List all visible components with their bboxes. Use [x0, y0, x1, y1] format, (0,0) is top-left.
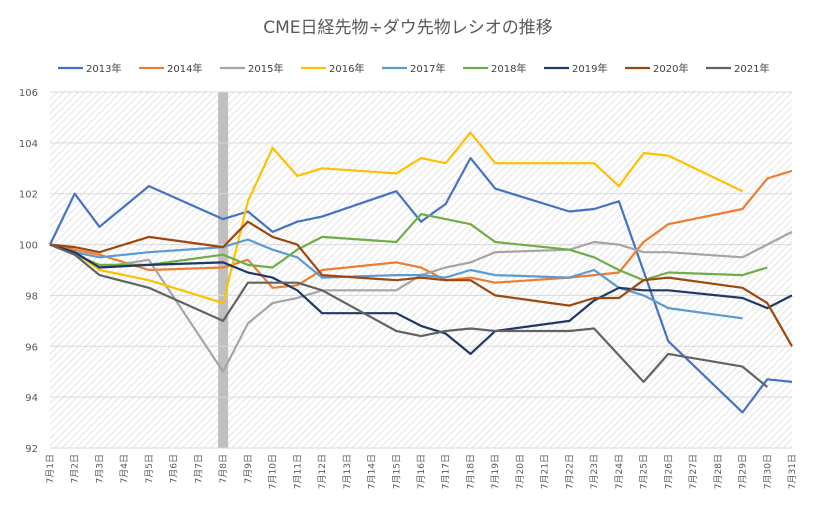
y-tick-label: 98: [25, 291, 38, 302]
legend-item: 2018年: [463, 62, 526, 75]
legend-item: 2015年: [220, 62, 283, 75]
x-tick-label: 7月20日: [515, 454, 526, 489]
x-tick-label: 7月5日: [144, 454, 155, 483]
y-tick-label: 100: [19, 241, 38, 252]
x-tick-label: 7月28日: [713, 454, 724, 489]
x-tick-label: 7月1日: [45, 454, 56, 483]
series-line-2018年: [49, 213, 768, 282]
series-line-2014年: [49, 169, 793, 289]
series-line-2015年: [49, 230, 793, 373]
legend-item: 2020年: [625, 62, 688, 75]
chart-title: CME日経先物÷ダウ先物レシオの推移: [263, 18, 553, 38]
x-tick-label: 7月13日: [342, 454, 353, 489]
x-tick-label: 7月16日: [416, 454, 427, 489]
series-line-2019年: [49, 243, 793, 355]
highlight-bar-7-8: [218, 92, 229, 448]
y-tick-label: 92: [25, 444, 38, 455]
y-tick-label: 96: [25, 342, 38, 353]
chart-legend: 2013年 2014年 2015年 2016年 2017年 2018年 2019年 2020年…: [58, 62, 769, 75]
legend-item: 2019年: [544, 62, 607, 75]
legend-item: 2017年: [382, 62, 445, 75]
x-tick-label: 7月12日: [317, 454, 328, 489]
x-tick-label: 7月25日: [639, 454, 650, 489]
x-tick-label: 7月21日: [540, 454, 551, 489]
y-axis: 92 94 96 98 100 102 104 106: [19, 88, 38, 455]
y-tick-label: 102: [19, 190, 38, 201]
x-tick-label: 7月11日: [292, 454, 303, 489]
x-tick-label: 7月29日: [738, 454, 749, 489]
x-tick-label: 7月7日: [193, 454, 204, 483]
x-tick-label: 7月17日: [441, 454, 452, 489]
legend-item: 2013年: [58, 62, 121, 75]
legend-label: 2015年: [248, 62, 283, 75]
x-tick-label: 7月6日: [169, 454, 180, 483]
legend-item: 2021年: [706, 62, 769, 75]
legend-label: 2021年: [734, 62, 769, 75]
y-tick-label: 94: [25, 393, 38, 404]
series-line-2021年: [49, 243, 768, 388]
x-tick-label: 7月8日: [218, 454, 229, 483]
legend-label: 2018年: [491, 62, 526, 75]
legend-item: 2014年: [139, 62, 202, 75]
legend-label: 2020年: [653, 62, 688, 75]
grid-lines: [50, 91, 792, 449]
series-line-2016年: [49, 131, 743, 305]
y-tick-label: 106: [19, 88, 38, 99]
x-tick-label: 7月23日: [589, 454, 600, 489]
x-tick-label: 7月10日: [268, 454, 279, 489]
legend-label: 2019年: [572, 62, 607, 75]
series-line-2020年: [49, 220, 793, 347]
x-tick-label: 7月31日: [787, 454, 798, 489]
x-tick-label: 7月26日: [663, 454, 674, 489]
x-tick-label: 7月19日: [490, 454, 501, 489]
legend-label: 2016年: [329, 62, 364, 75]
y-tick-label: 104: [19, 139, 38, 150]
x-tick-label: 7月2日: [70, 454, 81, 483]
x-axis: 7月1日 7月2日 7月3日 7月4日 7月5日 7月6日 7月7日 7月8日 7月9日 7月10…: [45, 454, 798, 489]
x-tick-label: 7月9日: [243, 454, 254, 483]
x-tick-label: 7月30日: [762, 454, 773, 489]
series-line-2013年: [49, 157, 793, 414]
legend-item: 2016年: [301, 62, 364, 75]
x-tick-label: 7月22日: [564, 454, 575, 489]
x-tick-label: 7月14日: [367, 454, 378, 489]
x-tick-label: 7月24日: [614, 454, 625, 489]
x-tick-label: 7月27日: [688, 454, 699, 489]
x-tick-label: 7月3日: [94, 454, 105, 483]
x-tick-label: 7月4日: [119, 454, 130, 483]
legend-label: 2014年: [167, 62, 202, 75]
x-tick-label: 7月18日: [465, 454, 476, 489]
x-tick-label: 7月15日: [391, 454, 402, 489]
legend-label: 2017年: [410, 62, 445, 75]
legend-label: 2013年: [86, 62, 121, 75]
series-line-2017年: [49, 238, 743, 320]
series-lines: [49, 131, 793, 414]
